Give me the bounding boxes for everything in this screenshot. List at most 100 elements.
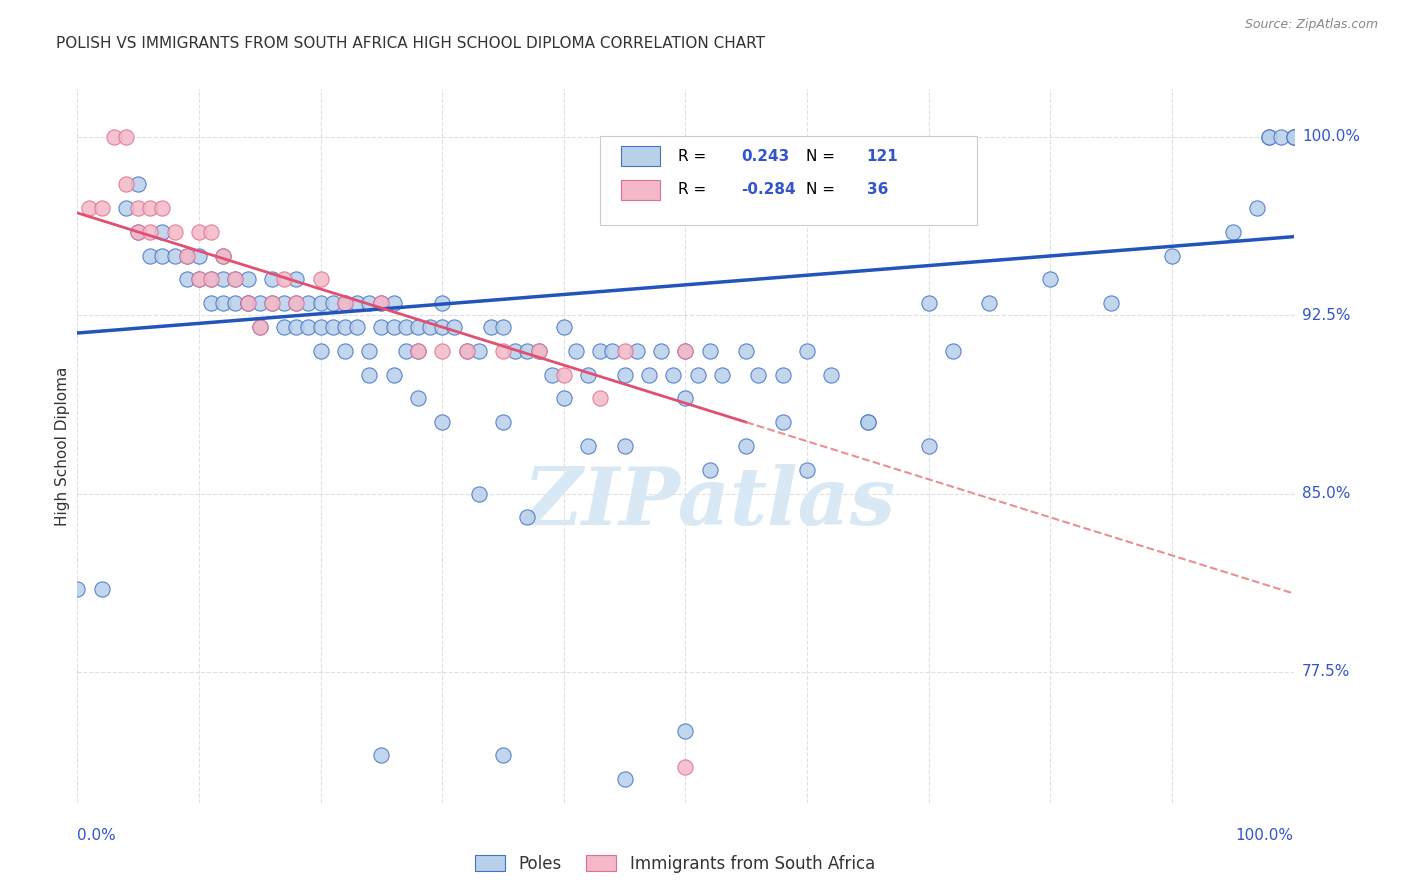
Point xyxy=(516,510,538,524)
Point xyxy=(139,201,162,215)
Text: 100.0%: 100.0% xyxy=(1236,828,1294,843)
Point xyxy=(285,320,308,334)
Point xyxy=(163,225,186,239)
Text: 77.5%: 77.5% xyxy=(1302,665,1350,680)
Point xyxy=(285,296,308,310)
Point xyxy=(553,392,575,406)
Point xyxy=(322,320,344,334)
Point xyxy=(127,225,149,239)
Point xyxy=(370,748,392,763)
Point xyxy=(90,582,112,596)
Point xyxy=(479,320,502,334)
Point xyxy=(492,343,515,358)
Point xyxy=(90,201,112,215)
Text: 121: 121 xyxy=(866,149,898,164)
FancyBboxPatch shape xyxy=(600,136,977,225)
Point xyxy=(322,296,344,310)
Point xyxy=(856,415,879,429)
Point xyxy=(236,296,259,310)
Point xyxy=(297,320,319,334)
Text: ZIPatlas: ZIPatlas xyxy=(523,465,896,541)
Text: 92.5%: 92.5% xyxy=(1302,308,1350,323)
FancyBboxPatch shape xyxy=(621,146,659,166)
Point xyxy=(820,368,842,382)
Point xyxy=(613,343,636,358)
Point xyxy=(152,225,174,239)
Point xyxy=(675,760,697,774)
Point xyxy=(224,272,246,286)
Point xyxy=(747,368,769,382)
Point xyxy=(406,343,429,358)
Point xyxy=(66,582,89,596)
Point xyxy=(430,343,453,358)
Point xyxy=(406,343,429,358)
Point xyxy=(492,748,515,763)
Point xyxy=(1258,129,1281,144)
Point xyxy=(273,296,295,310)
Point xyxy=(613,368,636,382)
Point xyxy=(236,296,259,310)
Point xyxy=(200,225,222,239)
Point xyxy=(224,272,246,286)
Point xyxy=(699,463,721,477)
Point xyxy=(176,272,198,286)
Point xyxy=(139,225,162,239)
Point xyxy=(918,296,941,310)
Point xyxy=(589,343,612,358)
Point xyxy=(456,343,478,358)
Text: Source: ZipAtlas.com: Source: ZipAtlas.com xyxy=(1244,18,1378,31)
Point xyxy=(370,296,392,310)
Text: 0.0%: 0.0% xyxy=(77,828,117,843)
Point xyxy=(1246,201,1268,215)
Point xyxy=(1270,129,1292,144)
Point xyxy=(127,178,149,192)
Point xyxy=(249,320,271,334)
Point xyxy=(576,368,599,382)
Point xyxy=(650,343,672,358)
Text: R =: R = xyxy=(678,149,711,164)
Point xyxy=(212,249,235,263)
Point xyxy=(127,225,149,239)
Point xyxy=(333,343,356,358)
Point xyxy=(553,320,575,334)
Point xyxy=(735,343,758,358)
Point xyxy=(188,272,211,286)
Point xyxy=(430,296,453,310)
Point xyxy=(249,320,271,334)
Point xyxy=(540,368,562,382)
Point xyxy=(613,439,636,453)
Point xyxy=(115,129,138,144)
Point xyxy=(346,296,368,310)
Point xyxy=(127,201,149,215)
Point xyxy=(370,320,392,334)
Point xyxy=(456,343,478,358)
Text: -0.284: -0.284 xyxy=(741,182,796,197)
Point xyxy=(260,272,283,286)
Point xyxy=(152,249,174,263)
Point xyxy=(772,415,794,429)
Point xyxy=(529,343,551,358)
Text: 0.243: 0.243 xyxy=(741,149,790,164)
Point xyxy=(212,249,235,263)
Point xyxy=(1282,129,1305,144)
Point xyxy=(176,249,198,263)
Point xyxy=(430,320,453,334)
Point xyxy=(176,249,198,263)
Point xyxy=(699,343,721,358)
Point xyxy=(260,296,283,310)
Point xyxy=(395,320,418,334)
Point xyxy=(382,320,405,334)
Point xyxy=(942,343,965,358)
Point xyxy=(419,320,441,334)
Point xyxy=(686,368,709,382)
Point xyxy=(467,343,489,358)
Point xyxy=(553,368,575,382)
FancyBboxPatch shape xyxy=(621,180,659,200)
Point xyxy=(626,343,648,358)
Point xyxy=(796,343,818,358)
Point xyxy=(333,296,356,310)
Text: N =: N = xyxy=(806,149,839,164)
Point xyxy=(1258,129,1281,144)
Point xyxy=(163,249,186,263)
Point xyxy=(236,296,259,310)
